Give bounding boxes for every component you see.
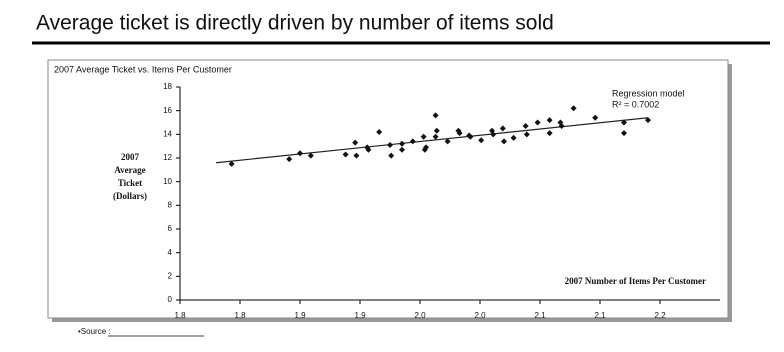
point — [621, 130, 627, 137]
y-tick-label: 14 — [163, 129, 172, 138]
y-axis-label: 2007 — [121, 152, 140, 162]
point — [365, 146, 372, 153]
annotation: R² = 0.7002 — [612, 99, 659, 109]
y-axis-label: Average — [114, 165, 145, 175]
point — [376, 128, 383, 135]
point — [307, 152, 314, 159]
point — [546, 117, 553, 124]
point — [342, 151, 349, 158]
point — [387, 141, 393, 148]
y-tick-label: 10 — [163, 177, 172, 186]
annotation: Regression model — [612, 88, 685, 98]
point — [352, 139, 359, 146]
y-tick-label: 18 — [163, 82, 172, 91]
point — [456, 130, 463, 137]
x-tick-label: 2,2 — [654, 311, 666, 320]
chart-frame — [47, 59, 729, 319]
x-tick-label: 1,9 — [294, 311, 306, 320]
x-tick-label: 2,0 — [414, 311, 426, 320]
point — [228, 160, 235, 167]
point — [286, 156, 293, 163]
point — [432, 112, 439, 119]
point — [432, 133, 439, 140]
point — [388, 152, 395, 159]
y-tick-label: 2 — [168, 271, 173, 280]
x-tick-label: 2,1 — [534, 311, 546, 320]
point — [501, 138, 507, 145]
x-tick-label: 1,8 — [174, 311, 186, 320]
point — [467, 133, 474, 140]
y-tick-label: 6 — [168, 224, 173, 233]
y-tick-label: 8 — [168, 200, 173, 209]
y-tick-label: 16 — [163, 106, 172, 115]
trendline — [215, 117, 649, 164]
chart-title: 2007 Average Ticket vs. Items Per Custom… — [54, 64, 232, 74]
y-tick-label: 4 — [168, 248, 173, 257]
point — [399, 146, 405, 153]
point — [490, 131, 497, 138]
x-tick-label: 1,8 — [234, 311, 246, 320]
point — [399, 140, 405, 147]
point — [522, 123, 529, 130]
point — [444, 138, 451, 145]
y-axis-label: (Dollars) — [113, 191, 147, 201]
y-tick-label: 12 — [163, 153, 172, 162]
point — [570, 105, 577, 112]
point — [478, 137, 485, 144]
point — [510, 134, 517, 141]
point — [423, 144, 429, 151]
point — [592, 114, 599, 121]
point — [409, 138, 416, 145]
point — [420, 133, 427, 140]
y-axis-label: Ticket — [118, 178, 142, 188]
x-axis-label: 2007 Number of Items Per Customer — [565, 276, 706, 286]
source-label: •Source : — [78, 327, 111, 336]
x-tick-label: 2,1 — [594, 311, 606, 320]
x-tick-label: 1,9 — [354, 311, 366, 320]
slide-title: Average ticket is directly driven by num… — [36, 12, 554, 35]
point — [558, 123, 565, 130]
point — [523, 131, 530, 138]
point — [621, 119, 627, 126]
point — [297, 150, 303, 157]
point — [546, 130, 553, 137]
point — [433, 127, 440, 134]
point — [534, 119, 541, 126]
point — [645, 117, 651, 124]
y-tick-label: 0 — [168, 295, 173, 304]
point — [499, 125, 506, 132]
x-tick-label: 2,0 — [474, 311, 486, 320]
point — [353, 152, 360, 159]
